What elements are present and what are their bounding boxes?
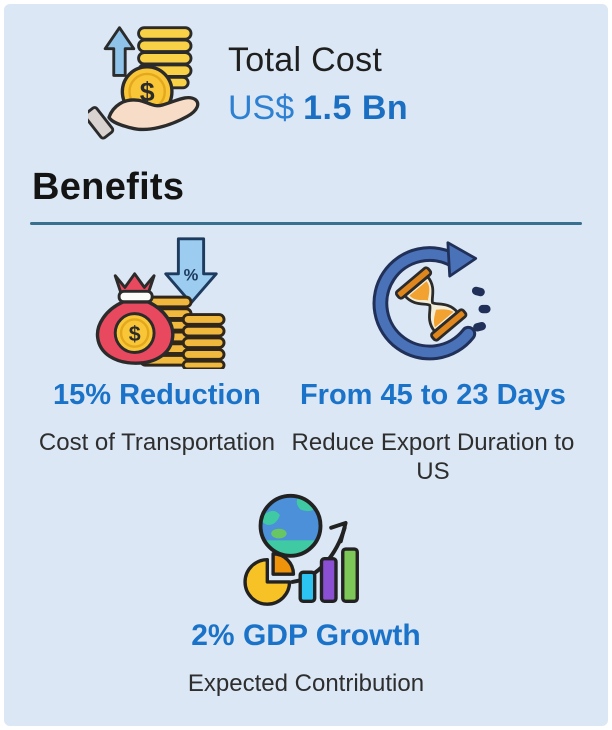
dollar-glyph: $ (140, 77, 155, 107)
benefits-divider (30, 222, 582, 225)
infographic-card: $ Total Cost US$ 1.5 Bn Benefits % (4, 4, 608, 726)
benefit-item-export-duration: From 45 to 23 Days Reduce Export Duratio… (284, 237, 582, 487)
benefits-heading: Benefits (32, 166, 185, 208)
benefits-grid: % (30, 237, 582, 487)
cost-reduction-icon: % (84, 237, 230, 369)
gdp-growth-icon (238, 489, 374, 609)
total-cost-amount: 1.5 Bn (303, 88, 409, 127)
total-cost-value: US$ 1.5 Bn (228, 89, 408, 128)
total-cost-label: Total Cost (228, 40, 383, 79)
total-cost-section: $ Total Cost US$ 1.5 Bn (88, 22, 582, 146)
benefit-description: Cost of Transportation (38, 429, 276, 456)
benefit-description: Reduce Export Duration to US (291, 429, 575, 486)
hand-coins-icon: $ (88, 22, 212, 146)
total-cost-currency: US$ (228, 88, 295, 127)
percent-glyph: % (184, 267, 199, 285)
total-cost-text: Total Cost US$ 1.5 Bn (228, 41, 408, 128)
benefit-item-gdp-growth: 2% GDP Growth Expected Contribution (30, 489, 582, 698)
benefit-headline: 2% GDP Growth (191, 618, 421, 652)
benefit-description: Expected Contribution (187, 669, 425, 697)
benefit-headline: 15% Reduction (53, 379, 261, 411)
export-duration-icon (368, 237, 498, 369)
dollar-glyph: $ (129, 322, 141, 346)
benefit-headline: From 45 to 23 Days (299, 379, 566, 411)
benefit-item-cost-reduction: % (30, 237, 284, 487)
